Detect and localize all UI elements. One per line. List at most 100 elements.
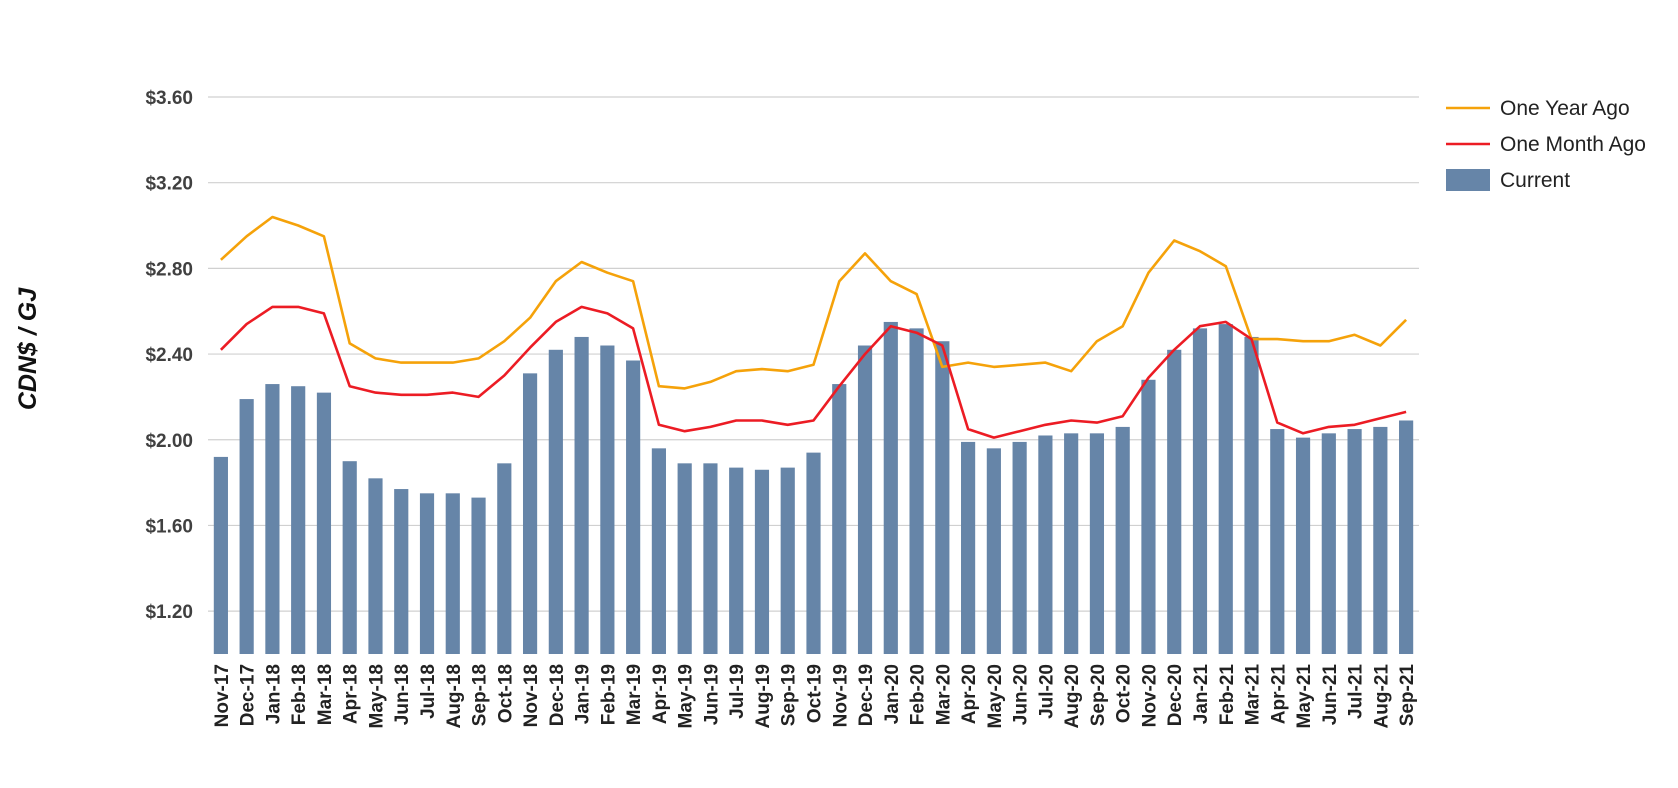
legend-label: One Month Ago bbox=[1500, 133, 1646, 156]
x-tick-label: Aug-20 bbox=[1062, 664, 1083, 728]
legend-label: One Year Ago bbox=[1500, 97, 1630, 120]
y-tick-label: $3.20 bbox=[145, 174, 193, 195]
x-axis-ticks: Nov-17 Dec-17 Jan-18 Feb-18 Mar-18 Apr-18 May-… bbox=[212, 664, 1418, 729]
line-one-year-ago bbox=[220, 215, 1408, 390]
x-tick-label: Apr-20 bbox=[959, 664, 980, 724]
bar-feb-21 bbox=[1218, 324, 1233, 654]
bar-jan-20 bbox=[883, 321, 898, 654]
x-tick-label: Jun-18 bbox=[392, 664, 413, 725]
x-tick-label: Jul-18 bbox=[418, 664, 439, 719]
y-axis-ticks: $1.20 $1.60 $2.00 $2.40 $2.80 $3.20 $3.60 bbox=[145, 88, 193, 623]
x-tick-label: Oct-18 bbox=[495, 664, 516, 723]
x-tick-label: Aug-21 bbox=[1371, 664, 1392, 729]
bar-dec-17 bbox=[239, 399, 254, 654]
x-tick-label: Oct-19 bbox=[805, 664, 826, 723]
x-tick-label: Jul-21 bbox=[1346, 664, 1367, 719]
x-tick-label: May-19 bbox=[676, 664, 697, 728]
bar-dec-20 bbox=[1167, 349, 1182, 654]
bar-feb-20 bbox=[909, 328, 924, 654]
bar-jul-20 bbox=[1038, 435, 1053, 654]
x-tick-label: Jan-21 bbox=[1191, 664, 1212, 725]
legend-label: Current bbox=[1500, 169, 1570, 192]
x-tick-label: Feb-19 bbox=[598, 664, 619, 725]
x-tick-label: Sep-19 bbox=[779, 664, 800, 726]
bar-oct-18 bbox=[497, 463, 512, 654]
bar-oct-19 bbox=[806, 452, 821, 654]
x-tick-label: Jun-20 bbox=[1011, 664, 1032, 725]
x-tick-label: Aug-18 bbox=[444, 664, 465, 728]
x-tick-label: Apr-21 bbox=[1268, 664, 1289, 725]
x-tick-label: May-21 bbox=[1294, 664, 1315, 729]
x-tick-label: Jan-18 bbox=[263, 664, 284, 724]
bar-jun-21 bbox=[1321, 433, 1336, 654]
bar-jun-20 bbox=[1012, 441, 1027, 654]
x-tick-label: Aug-19 bbox=[753, 664, 774, 728]
bar-sep-19 bbox=[780, 467, 795, 654]
x-tick-label: Mar-19 bbox=[624, 664, 645, 725]
x-tick-label: Dec-18 bbox=[547, 664, 568, 726]
bar-feb-18 bbox=[291, 386, 306, 654]
x-tick-label: Feb-20 bbox=[908, 664, 929, 725]
bar-mar-18 bbox=[316, 392, 332, 654]
bar-mar-20 bbox=[935, 341, 950, 654]
bar-may-18 bbox=[368, 478, 383, 654]
bar-dec-19 bbox=[857, 345, 873, 654]
bar-sep-18 bbox=[471, 497, 486, 654]
x-tick-label: Apr-18 bbox=[341, 664, 362, 724]
bar-mar-21 bbox=[1244, 336, 1259, 654]
y-tick-label: $2.80 bbox=[145, 259, 193, 280]
x-tick-label: Jul-20 bbox=[1036, 664, 1057, 719]
x-tick-label: Sep-20 bbox=[1088, 664, 1109, 726]
y-axis-label: CDN$ / GJ bbox=[14, 287, 42, 410]
bar-may-21 bbox=[1295, 437, 1311, 654]
bar-aug-20 bbox=[1064, 433, 1079, 654]
x-tick-label: Sep-21 bbox=[1397, 664, 1418, 727]
bar-apr-21 bbox=[1270, 429, 1285, 654]
bar-feb-19 bbox=[600, 345, 615, 654]
x-tick-label: Feb-21 bbox=[1217, 664, 1238, 726]
line-one-month-ago bbox=[219, 305, 1407, 439]
bar-sep-21 bbox=[1399, 420, 1414, 654]
bar-jul-18 bbox=[419, 493, 435, 654]
x-tick-label: Nov-18 bbox=[521, 664, 542, 727]
y-tick-label: $1.60 bbox=[145, 516, 193, 537]
bar-apr-19 bbox=[651, 448, 666, 654]
bar-apr-20 bbox=[961, 441, 976, 654]
x-tick-label: Sep-18 bbox=[470, 664, 491, 726]
x-tick-label: Feb-18 bbox=[289, 664, 310, 725]
bar-jan-21 bbox=[1192, 328, 1208, 654]
bar-jun-18 bbox=[394, 489, 409, 654]
y-tick-label: $2.40 bbox=[145, 345, 193, 366]
x-tick-label: Dec-20 bbox=[1165, 664, 1186, 726]
bar-sep-20 bbox=[1089, 433, 1105, 654]
bar-nov-18 bbox=[522, 373, 538, 654]
y-tick-label: $1.20 bbox=[145, 602, 193, 623]
x-tick-label: Nov-17 bbox=[212, 664, 233, 727]
bar-jan-19 bbox=[574, 336, 589, 654]
x-tick-label: Nov-19 bbox=[830, 664, 851, 727]
x-tick-label: Mar-18 bbox=[315, 664, 336, 725]
bar-jul-19 bbox=[729, 467, 744, 654]
gridlines bbox=[208, 96, 1419, 612]
bar-oct-20 bbox=[1115, 426, 1130, 654]
y-tick-label: $2.00 bbox=[145, 431, 193, 452]
bar-aug-21 bbox=[1373, 426, 1388, 654]
bar-apr-18 bbox=[342, 461, 357, 654]
series-lines bbox=[219, 215, 1408, 439]
bar-mar-19 bbox=[626, 360, 641, 654]
x-tick-label: Nov-20 bbox=[1140, 664, 1161, 727]
x-tick-label: Mar-20 bbox=[933, 664, 954, 725]
y-tick-label: $3.60 bbox=[145, 88, 193, 109]
x-tick-label: Jan-20 bbox=[882, 664, 903, 724]
bar-nov-17 bbox=[213, 456, 228, 654]
x-tick-label: May-18 bbox=[367, 664, 388, 728]
x-tick-label: Apr-19 bbox=[650, 664, 671, 724]
bar-jul-21 bbox=[1347, 429, 1362, 654]
legend: One Year Ago One Month Ago Current bbox=[1446, 97, 1646, 192]
bar-dec-18 bbox=[548, 349, 563, 654]
legend-swatch bbox=[1446, 169, 1490, 191]
bar-nov-19 bbox=[832, 384, 847, 654]
x-tick-label: Oct-20 bbox=[1114, 664, 1135, 723]
x-tick-label: Jan-19 bbox=[573, 664, 594, 724]
